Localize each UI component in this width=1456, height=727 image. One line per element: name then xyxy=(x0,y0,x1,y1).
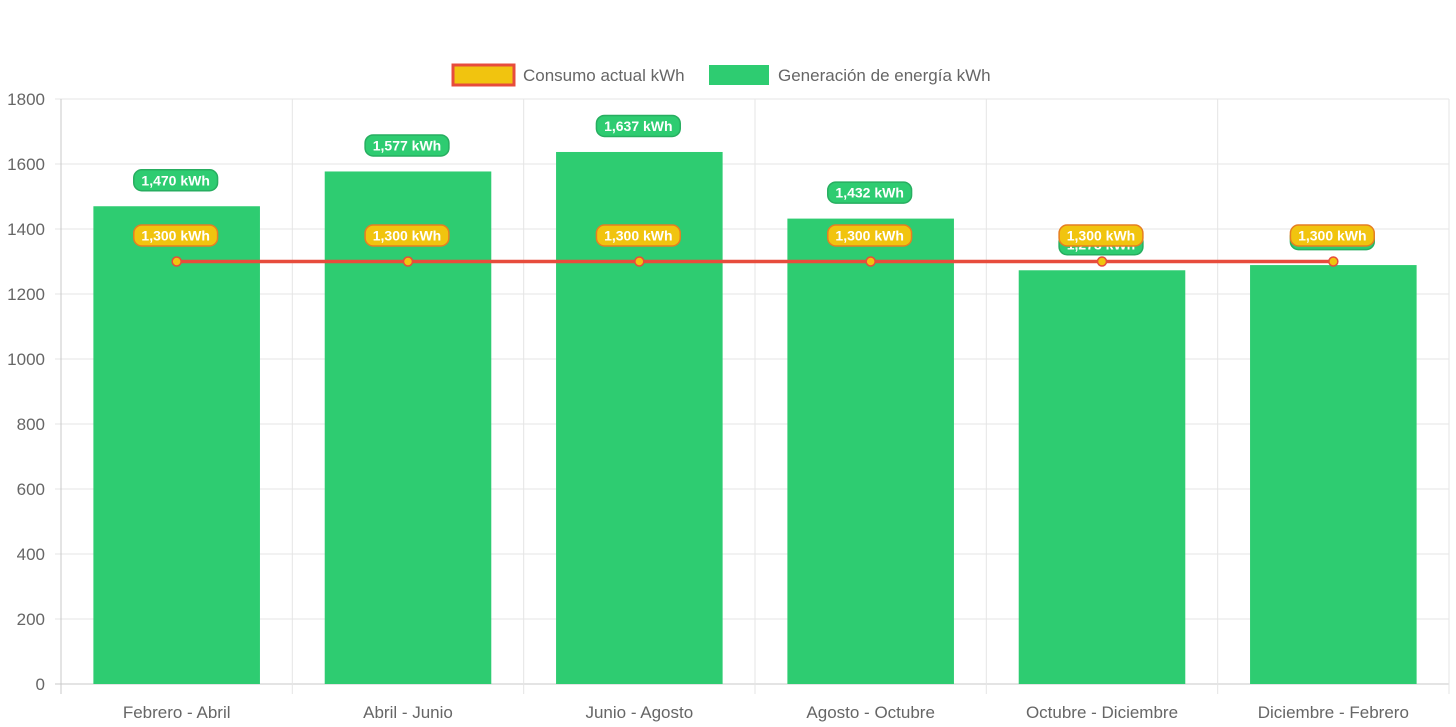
line-value-label: 1,300 kWh xyxy=(1058,224,1144,247)
bar-value-label: 1,470 kWh xyxy=(133,169,219,192)
bar-generacion[interactable] xyxy=(1018,270,1186,684)
line-point-consumo[interactable] xyxy=(634,256,645,267)
bar-value-label-text: 1,637 kWh xyxy=(604,118,672,134)
x-tick-label: Abril - Junio xyxy=(363,703,453,722)
y-tick-label: 1600 xyxy=(7,155,45,174)
bar-value-label-bg xyxy=(364,134,450,157)
line-value-label-text: 1,300 kWh xyxy=(141,228,209,244)
legend[interactable]: Consumo actual kWh Generación de energía … xyxy=(451,63,991,87)
y-tick-label: 1400 xyxy=(7,220,45,239)
bar-generacion[interactable] xyxy=(324,171,492,685)
line-value-label-text: 1,300 kWh xyxy=(604,228,672,244)
y-tick-label: 800 xyxy=(17,415,45,434)
legend-label-generacion: Generación de energía kWh xyxy=(778,66,991,85)
bar-value-label-text: 1,470 kWh xyxy=(141,172,209,188)
legend-item-consumo[interactable]: Consumo actual kWh xyxy=(451,63,685,87)
line-value-label-bg xyxy=(827,224,913,247)
line-value-label-bg xyxy=(364,224,450,247)
line-value-label: 1,300 kWh xyxy=(595,224,681,247)
bar-value-label: 1,432 kWh xyxy=(827,181,913,204)
line-value-label-bg xyxy=(1289,224,1375,247)
x-tick-label: Junio - Agosto xyxy=(585,703,693,722)
line-value-label-text: 1,300 kWh xyxy=(1298,228,1366,244)
x-tick-label: Agosto - Octubre xyxy=(806,703,935,722)
line-point-consumo[interactable] xyxy=(171,256,182,267)
x-tick-label: Febrero - Abril xyxy=(123,703,231,722)
line-value-label: 1,300 kWh xyxy=(133,224,219,247)
axis-layer: 0 200 400 600 800 1000 1200 1400 1600 1800 Febrero… xyxy=(7,90,1409,722)
line-value-label-text: 1,300 kWh xyxy=(1067,228,1135,244)
y-tick-label: 1000 xyxy=(7,350,45,369)
legend-item-generacion[interactable]: Generación de energía kWh xyxy=(709,65,991,85)
line-point-consumo[interactable] xyxy=(402,256,414,267)
bar-value-label-bg xyxy=(595,114,681,138)
bar-value-label-text: 1,432 kWh xyxy=(835,185,903,201)
bar-generacion[interactable] xyxy=(1250,265,1417,684)
y-tick-label: 200 xyxy=(17,610,45,629)
bar-value-label-text: 1,577 kWh xyxy=(373,137,441,153)
y-tick-label: 0 xyxy=(36,675,45,694)
line-point-consumo[interactable] xyxy=(865,256,876,267)
legend-swatch-generacion xyxy=(709,65,769,85)
legend-label-consumo: Consumo actual kWh xyxy=(523,66,685,85)
line-value-label: 1,300 kWh xyxy=(364,224,450,247)
y-tick-label: 1200 xyxy=(7,285,45,304)
y-tick-label: 600 xyxy=(17,480,45,499)
line-point-consumo[interactable] xyxy=(1328,256,1339,267)
bars-layer xyxy=(93,151,1417,685)
legend-swatch-consumo xyxy=(451,63,516,87)
bar-generacion[interactable] xyxy=(93,206,260,684)
bar-value-label-bg xyxy=(133,169,219,192)
y-tick-label: 1800 xyxy=(7,90,45,109)
line-value-label: 1,300 kWh xyxy=(827,224,913,247)
line-value-label-text: 1,300 kWh xyxy=(373,228,441,244)
bar-value-label: 1,577 kWh xyxy=(364,134,450,157)
line-value-label-bg xyxy=(1058,224,1144,247)
line-value-label-bg xyxy=(595,224,681,247)
line-value-label-text: 1,300 kWh xyxy=(835,228,903,244)
grid-layer xyxy=(55,98,1450,694)
bar-value-label-bg xyxy=(827,181,913,204)
line-value-label-bg xyxy=(133,224,219,247)
bar-generacion[interactable] xyxy=(787,218,954,684)
y-tick-label: 400 xyxy=(17,545,45,564)
x-tick-label: Octubre - Diciembre xyxy=(1026,703,1178,722)
line-point-consumo[interactable] xyxy=(1096,256,1108,267)
line-value-label: 1,300 kWh xyxy=(1289,224,1375,247)
line-layer xyxy=(171,256,1339,267)
x-tick-label: Diciembre - Febrero xyxy=(1258,703,1409,722)
bar-value-label: 1,637 kWh xyxy=(595,114,681,138)
